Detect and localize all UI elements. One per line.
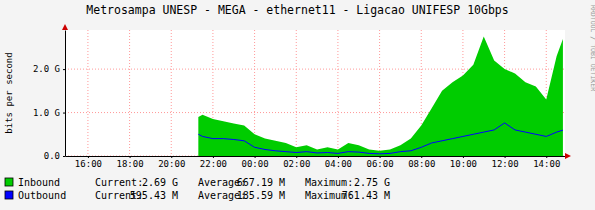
- annotation: RRDTOOL / TOBI OETIKER: [589, 5, 595, 91]
- grid-line-x: [296, 30, 297, 156]
- x-tick-mark: [130, 156, 131, 158]
- y-arrow: [62, 24, 68, 30]
- x-tick: 04:00: [325, 156, 352, 169]
- x-tick: 08:00: [408, 156, 435, 169]
- legend-swatch: [5, 178, 13, 186]
- x-tick-mark: [296, 156, 297, 158]
- legend-stat-name: Maximum:: [305, 177, 353, 188]
- x-tick-mark: [88, 156, 89, 158]
- y-axis: 0.0 1.0 G 2.0 G: [33, 31, 66, 162]
- legend-stat-value: 595.43 M: [130, 190, 178, 201]
- x-tick: 14:00: [533, 156, 560, 169]
- x-tick: 22:00: [200, 156, 227, 169]
- x-tick-mark: [171, 156, 172, 158]
- x-axis: 16:00 18:00 20:00 22:00 00:00 02:00 04:00 06:00…: [66, 156, 566, 169]
- x-arrow: [565, 153, 571, 159]
- x-tick-mark: [463, 156, 464, 158]
- legend-stat-value: 185.59 M: [237, 190, 285, 201]
- x-tick-label: 10:00: [450, 159, 477, 169]
- x-tick-mark: [213, 156, 214, 158]
- chart: Metrosampa UNESP - MEGA - ethernet11 - L…: [0, 0, 595, 210]
- grid-line-x: [171, 30, 172, 156]
- y-tick-label: 1.0 G: [33, 108, 60, 118]
- grid-line-x: [379, 30, 380, 156]
- x-tick: 18:00: [117, 156, 144, 169]
- y-axis-title: bits per second: [4, 52, 14, 133]
- legend-swatch: [5, 191, 13, 199]
- y-tick: 0.0: [44, 151, 65, 161]
- x-tick-mark: [505, 156, 506, 158]
- x-tick-label: 14:00: [533, 159, 560, 169]
- legend-stat-value: 2.75 G: [354, 177, 390, 188]
- x-tick-mark: [338, 156, 339, 158]
- x-tick: 20:00: [158, 156, 185, 169]
- marks: [198, 37, 563, 156]
- area-inbound: [198, 37, 563, 156]
- x-tick: 02:00: [283, 156, 310, 169]
- x-tick-mark: [421, 156, 422, 158]
- x-tick-label: 22:00: [200, 159, 227, 169]
- y-axis-line: [65, 31, 66, 157]
- grid: [65, 30, 565, 156]
- plot-background: [65, 30, 565, 156]
- x-tick-mark: [546, 156, 547, 158]
- x-tick: 10:00: [450, 156, 477, 169]
- x-tick-label: 16:00: [75, 159, 102, 169]
- y-tick-mark: [63, 156, 65, 157]
- x-tick-label: 18:00: [117, 159, 144, 169]
- y-tick-mark: [63, 69, 65, 70]
- x-tick-label: 02:00: [283, 159, 310, 169]
- x-tick-label: 04:00: [325, 159, 352, 169]
- y-tick-label: 0.0: [44, 151, 60, 161]
- x-tick-mark: [380, 156, 381, 158]
- grid-line-x: [337, 30, 338, 156]
- line-outbound: [198, 123, 563, 154]
- y-tick: 1.0 G: [33, 108, 65, 118]
- x-tick-mark: [255, 156, 256, 158]
- legend-label: Inbound: [18, 177, 60, 188]
- legend-label: Outbound: [18, 190, 66, 201]
- legend-stat-value: 667.19 M: [237, 177, 285, 188]
- x-tick-label: 00:00: [242, 159, 269, 169]
- title: Metrosampa UNESP - MEGA - ethernet11 - L…: [86, 3, 508, 17]
- x-tick: 12:00: [492, 156, 519, 169]
- x-tick-label: 06:00: [367, 159, 394, 169]
- y-tick-mark: [63, 113, 65, 114]
- grid-line-x: [129, 30, 130, 156]
- x-tick: 16:00: [75, 156, 102, 169]
- legend-stat-value: 2.69 G: [142, 177, 178, 188]
- y-tick: 2.0 G: [33, 64, 65, 74]
- x-tick: 06:00: [367, 156, 394, 169]
- x-tick-label: 08:00: [408, 159, 435, 169]
- legend: InboundCurrent:2.69 GAverage:667.19 MMax…: [5, 177, 390, 201]
- x-axis-line: [66, 156, 566, 157]
- legend-stat-value: 761.43 M: [342, 190, 390, 201]
- x-tick-label: 12:00: [492, 159, 519, 169]
- legend-stat-name: Current:: [95, 177, 143, 188]
- grid-line-x: [87, 30, 88, 156]
- x-tick: 00:00: [242, 156, 269, 169]
- x-tick-label: 20:00: [158, 159, 185, 169]
- y-tick-label: 2.0 G: [33, 64, 60, 74]
